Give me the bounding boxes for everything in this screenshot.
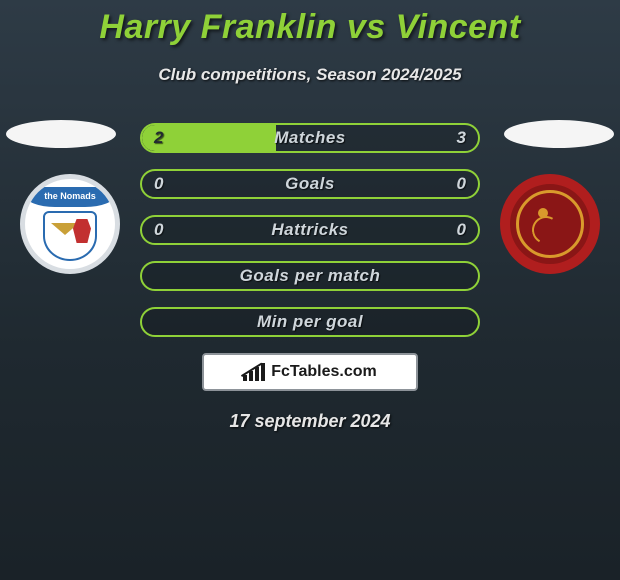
stat-bar-row: 00Hattricks (140, 215, 480, 245)
stat-bar-row: Goals per match (140, 261, 480, 291)
left-badge-shield (43, 211, 97, 261)
left-badge-banner: the Nomads (25, 187, 115, 207)
brand-text: FcTables.com (271, 363, 377, 381)
page-title: Harry Franklin vs Vincent (0, 0, 620, 47)
comparison-panel: the Nomads 23Matches 00Goals 00Hattricks Go… (0, 123, 620, 432)
stat-bar-row: 00Goals (140, 169, 480, 199)
page-subtitle: Club competitions, Season 2024/2025 (0, 65, 620, 85)
archer-icon (530, 204, 570, 244)
date-text: 17 september 2024 (0, 411, 620, 432)
fctables-logo-icon (243, 363, 265, 381)
bar-label: Matches (142, 128, 478, 148)
brand-box[interactable]: FcTables.com (202, 353, 418, 391)
bar-label: Hattricks (142, 220, 478, 240)
stat-bars: 23Matches 00Goals 00Hattricks Goals per mat… (140, 123, 480, 337)
left-ellipse-decor (6, 120, 116, 148)
bar-label: Goals (142, 174, 478, 194)
right-badge-inner-ring (516, 190, 584, 258)
bar-label: Goals per match (142, 266, 478, 286)
stat-bar-row: Min per goal (140, 307, 480, 337)
bar-label: Min per goal (142, 312, 478, 332)
left-team-badge: the Nomads (20, 174, 120, 274)
stat-bar-row: 23Matches (140, 123, 480, 153)
right-team-badge (500, 174, 600, 274)
right-ellipse-decor (504, 120, 614, 148)
